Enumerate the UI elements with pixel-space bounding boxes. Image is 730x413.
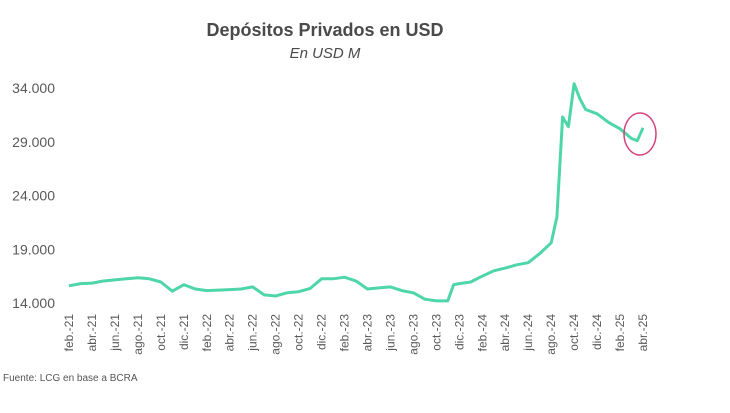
x-tick-label: abr.-24 xyxy=(498,314,512,352)
x-tick-label: feb.-22 xyxy=(200,314,214,352)
x-tick-label: ago.-24 xyxy=(544,314,558,355)
x-tick-label: oct.-23 xyxy=(429,314,443,351)
x-tick-label: feb.-25 xyxy=(613,314,627,352)
x-tick-label: dic.-24 xyxy=(590,314,604,350)
x-tick-label: ago.-22 xyxy=(269,314,283,355)
series-line xyxy=(68,82,645,303)
y-tick-label: 34.000 xyxy=(12,80,55,96)
x-tick-label: oct.-22 xyxy=(292,314,306,351)
x-tick-label: dic.-23 xyxy=(452,314,466,350)
x-tick-label: abr.-25 xyxy=(636,314,650,352)
y-tick-label: 24.000 xyxy=(12,188,55,204)
x-tick-label: feb.-23 xyxy=(338,314,352,352)
x-tick-label: jun.-23 xyxy=(383,314,397,352)
x-tick-label: jun.-22 xyxy=(246,314,260,352)
highlight-ellipse xyxy=(623,112,657,156)
chart-subtitle: En USD M xyxy=(289,45,361,62)
x-tick-label: dic.-22 xyxy=(315,314,329,350)
x-tick-label: abr.-21 xyxy=(85,314,99,352)
x-tick-label: feb.-21 xyxy=(62,314,76,352)
chart-title: Depósitos Privados en USD xyxy=(206,20,444,40)
x-tick-label: dic.-21 xyxy=(177,314,191,350)
x-tick-label: jun.-21 xyxy=(108,314,122,352)
y-tick-label: 14.000 xyxy=(12,295,55,311)
y-tick-label: 29.000 xyxy=(12,134,55,150)
x-tick-label: ago.-23 xyxy=(406,314,420,355)
y-tick-label: 19.000 xyxy=(12,241,55,257)
x-tick-label: oct.-21 xyxy=(154,314,168,351)
x-tick-label: jun.-24 xyxy=(521,314,535,352)
source-note: Fuente: LCG en base a BCRA xyxy=(3,373,138,384)
x-tick-label: abr.-22 xyxy=(223,314,237,352)
x-tick-label: feb.-24 xyxy=(475,314,489,352)
x-tick-label: oct.-24 xyxy=(567,314,581,351)
x-tick-label: abr.-23 xyxy=(360,314,374,352)
x-tick-label: ago.-21 xyxy=(131,314,145,355)
